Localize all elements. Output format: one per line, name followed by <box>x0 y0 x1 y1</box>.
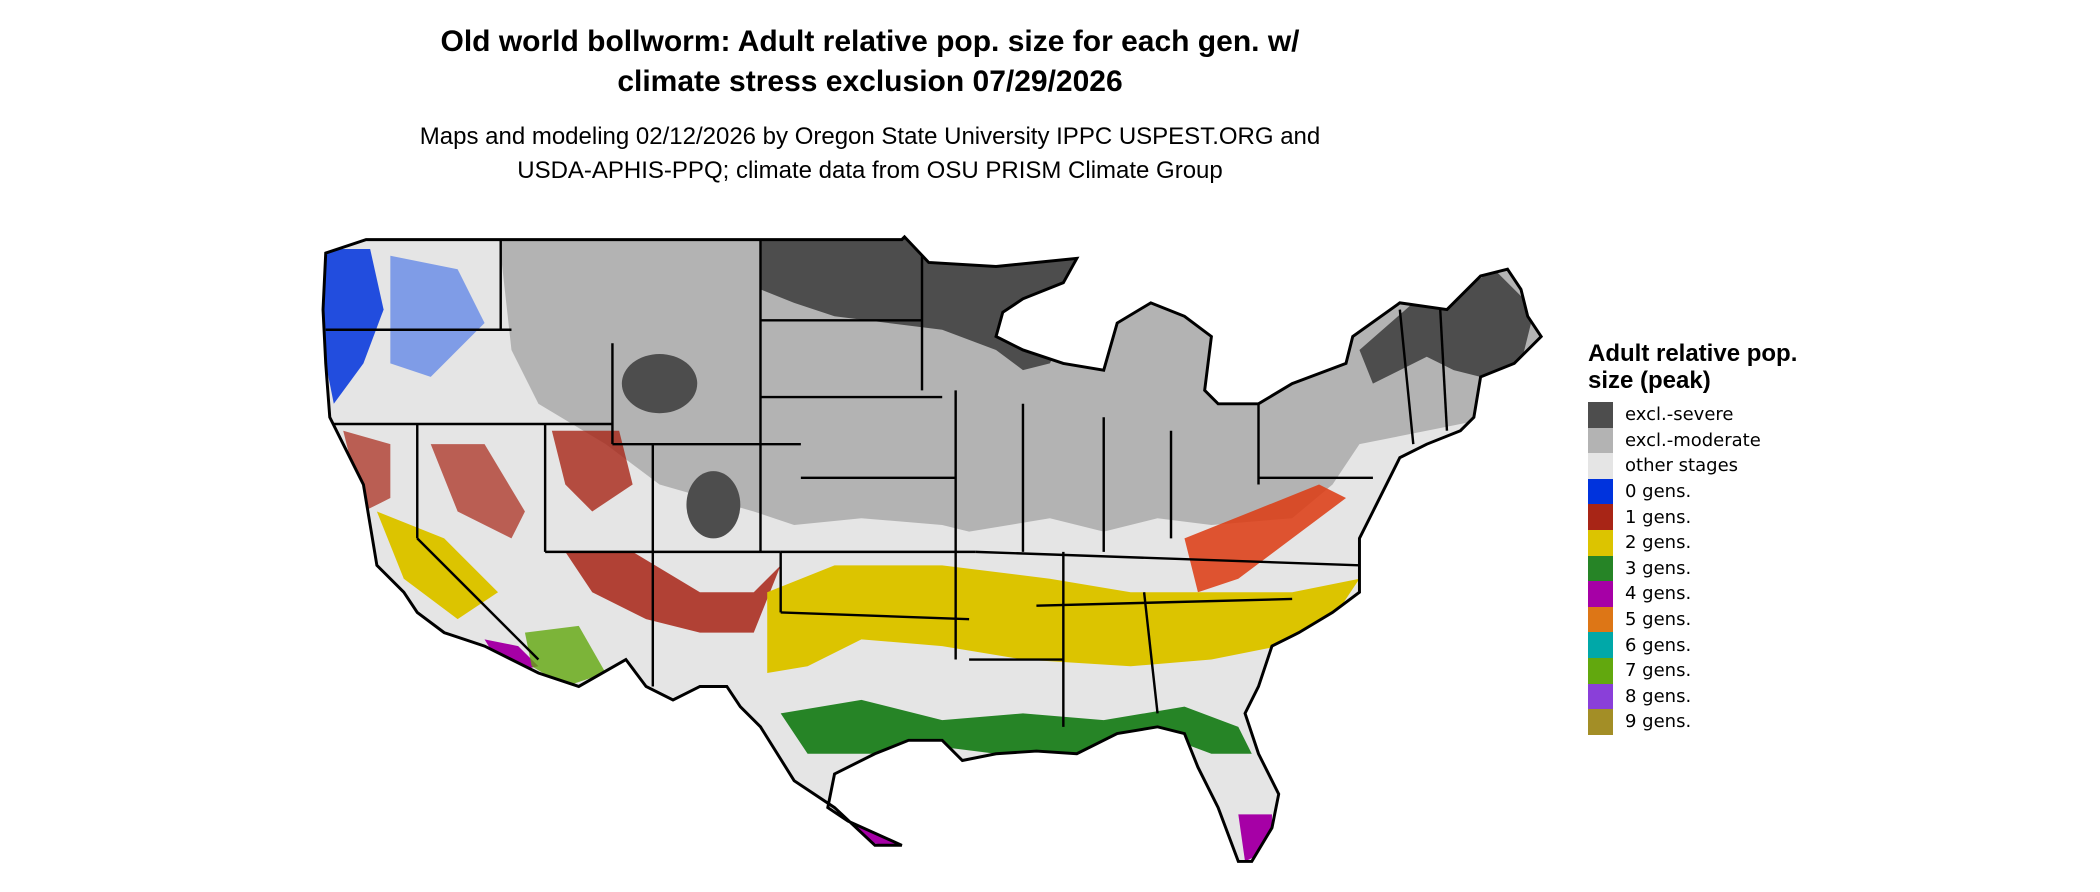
legend-label: 2 gens. <box>1625 532 1692 554</box>
legend-swatch <box>1588 632 1613 658</box>
legend-item: 9 gens. <box>1588 709 1808 735</box>
legend-item: 1 gens. <box>1588 504 1808 530</box>
legend-swatch <box>1588 453 1613 479</box>
legend-swatch <box>1588 478 1613 505</box>
legend-label: 0 gens. <box>1625 481 1692 503</box>
region-0-gens-2 <box>390 255 485 377</box>
legend-swatch <box>1588 709 1613 735</box>
map-subtitle: Maps and modeling 02/12/2026 by Oregon S… <box>0 120 1740 188</box>
legend-item: 0 gens. <box>1588 478 1808 505</box>
legend-label: 3 gens. <box>1625 557 1692 579</box>
legend-label: other stages <box>1625 455 1739 477</box>
legend-swatch <box>1588 427 1613 454</box>
region-0-gens <box>323 249 384 404</box>
legend-swatch <box>1588 529 1613 556</box>
legend-swatch <box>1588 555 1613 582</box>
subtitle-line-2: USDA-APHIS-PPQ; climate data from OSU PR… <box>517 157 1223 184</box>
legend-item: other stages <box>1588 453 1808 479</box>
legend-item: excl.-severe <box>1588 402 1808 428</box>
region-1-gens-ca <box>343 430 391 512</box>
legend-swatch <box>1588 402 1613 428</box>
legend-label: 9 gens. <box>1625 711 1692 733</box>
region-excl-severe-wyoming <box>621 353 698 414</box>
legend-item: excl.-moderate <box>1588 427 1808 454</box>
legend-label: 4 gens. <box>1625 583 1692 605</box>
legend-item: 2 gens. <box>1588 529 1808 556</box>
map-title: Old world bollworm: Adult relative pop. … <box>0 22 1740 102</box>
region-excl-severe-colorado <box>686 471 741 539</box>
legend: Adult relative pop. size (peak) excl.-se… <box>1588 340 1808 735</box>
legend-label: 6 gens. <box>1625 634 1692 656</box>
legend-item: 5 gens. <box>1588 606 1808 633</box>
legend-label: 1 gens. <box>1625 506 1692 528</box>
subtitle-line-1: Maps and modeling 02/12/2026 by Oregon S… <box>419 123 1321 150</box>
legend-label: excl.-severe <box>1625 404 1734 426</box>
legend-items: excl.-severe excl.-moderate other stages 0 … <box>1588 402 1808 735</box>
state-boundaries <box>325 239 1449 727</box>
legend-label: 8 gens. <box>1625 685 1692 707</box>
legend-label: 7 gens. <box>1625 660 1692 682</box>
legend-item: 6 gens. <box>1588 632 1808 658</box>
region-3-gens <box>780 699 1252 754</box>
title-line-2: climate stress exclusion 07/29/2026 <box>617 65 1123 98</box>
title-line-1: Old world bollworm: Adult relative pop. … <box>440 25 1300 58</box>
legend-label: 5 gens. <box>1625 609 1692 631</box>
legend-title: Adult relative pop. size (peak) <box>1588 340 1798 394</box>
legend-label: excl.-moderate <box>1625 429 1761 451</box>
region-4-gens-az <box>484 639 539 673</box>
legend-swatch <box>1588 683 1613 710</box>
legend-swatch <box>1588 581 1613 607</box>
region-1-gens-sw <box>565 551 781 633</box>
region-1-gens-west <box>551 430 633 512</box>
region-7-gens-az <box>524 625 606 687</box>
region-1-gens-east <box>1184 484 1346 593</box>
legend-swatch <box>1588 606 1613 633</box>
region-1-gens-nv <box>430 444 525 539</box>
legend-item: 7 gens. <box>1588 657 1808 684</box>
region-2-gens-ca <box>376 511 499 620</box>
legend-item: 3 gens. <box>1588 555 1808 582</box>
legend-item: 8 gens. <box>1588 683 1808 710</box>
legend-swatch <box>1588 657 1613 684</box>
legend-swatch <box>1588 504 1613 530</box>
legend-item: 4 gens. <box>1588 581 1808 607</box>
